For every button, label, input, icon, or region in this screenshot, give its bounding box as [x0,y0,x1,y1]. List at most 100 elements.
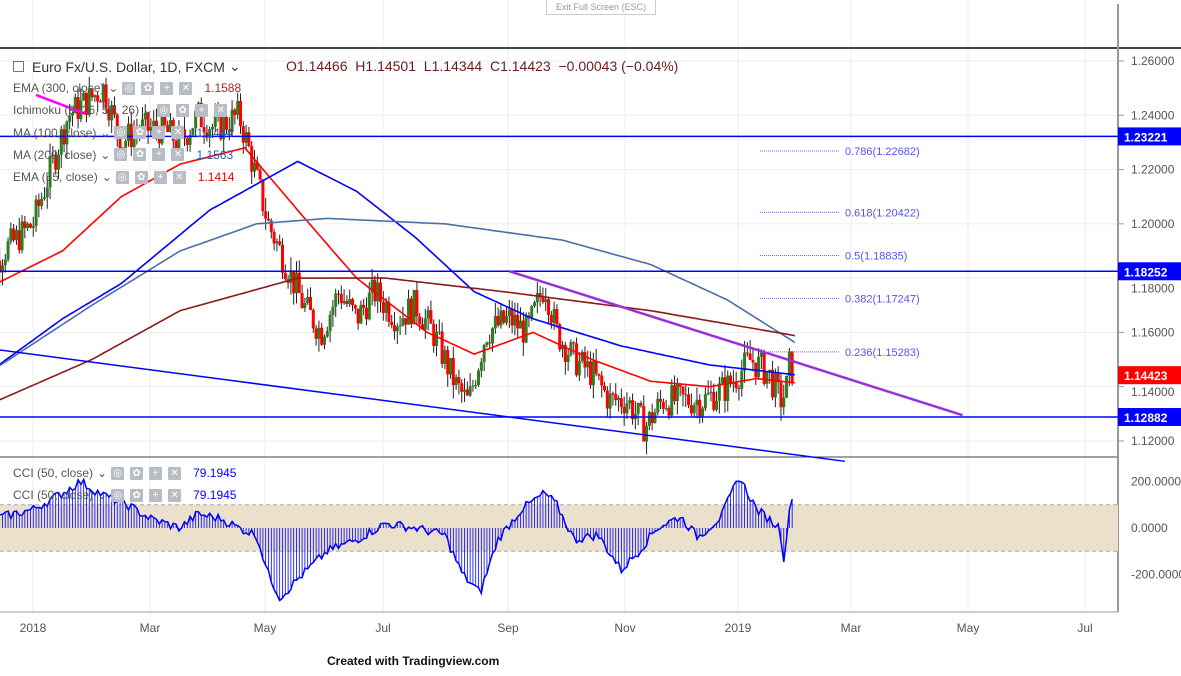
eye-icon[interactable]: ◎ [114,148,128,162]
close-icon[interactable]: ✕ [171,148,185,162]
time-tick-label: 2018 [20,621,47,635]
candle-body [331,306,335,315]
eye-icon[interactable]: ◎ [114,126,128,140]
close-icon[interactable]: ✕ [214,103,228,117]
time-tick-label: 2019 [725,621,752,635]
candle-body [12,228,16,241]
price-tick-label: 1.26000 [1131,54,1175,68]
candle-body [325,331,329,337]
plus-icon[interactable]: + [153,170,167,184]
candle-body [26,223,30,228]
close-icon[interactable]: ✕ [168,466,182,480]
gear-icon[interactable]: ✿ [134,170,148,184]
chevron-down-icon[interactable]: ⌄ [228,58,241,74]
gear-icon[interactable]: ✿ [130,488,144,502]
candle-body [152,120,156,128]
candle-body [776,373,780,383]
indicator-value: 79.1945 [193,466,237,480]
candle-body [390,321,394,326]
candle-body [191,128,195,136]
candle-body [205,132,209,138]
candle-body [505,316,509,323]
candle-body [163,112,167,125]
eye-icon[interactable]: ◎ [157,103,171,117]
eye-icon[interactable]: ◎ [122,81,136,95]
indicator-label: Ichimoku (9, 26, 52, 26) [13,103,140,118]
candle-body [376,282,380,302]
chevron-down-icon[interactable]: ⌄ [143,103,154,118]
chevron-down-icon[interactable]: ⌄ [108,81,119,95]
gear-icon[interactable]: ✿ [133,126,147,140]
gear-icon[interactable]: ✿ [176,103,190,117]
candle-body [435,331,439,346]
candle-body [258,169,262,180]
candle-body [194,110,198,129]
symbol-legend[interactable]: Euro Fx/U.S. Dollar, 1D, FXCM ⌄ [13,58,241,75]
candle-body [488,342,492,344]
candle-body [703,394,707,409]
candle-body [603,385,607,391]
candle-body [577,360,581,376]
indicator-legend[interactable]: MA (200, close) ⌄ ◎ ✿ + ✕ 1.1563 [13,148,233,162]
close-icon[interactable]: ✕ [172,170,186,184]
candle-body [622,407,626,414]
time-tick-label: Mar [140,621,161,635]
candle-body [636,403,640,414]
plus-icon[interactable]: + [195,103,209,117]
indicator-legend[interactable]: MA (100, close) ⌄ ◎ ✿ + ✕ 1.1444 [13,126,233,140]
candle-body [446,350,450,375]
candle-body [381,301,385,313]
chevron-down-icon[interactable]: ⌄ [101,170,112,185]
indicator-legend[interactable]: EMA (300, close) ⌄ ◎ ✿ + ✕ 1.1588 [13,81,241,95]
chevron-down-icon[interactable]: ⌄ [100,125,111,140]
candle-body [594,361,598,374]
plus-icon[interactable]: + [149,466,163,480]
open-value: O1.14466 [286,58,348,74]
eye-icon[interactable]: ◎ [111,466,125,480]
exit-fullscreen-button[interactable]: Exit Full Screen (ESC) [546,0,656,15]
candle-body [757,356,761,378]
plus-icon[interactable]: + [160,81,174,95]
candle-body [712,391,716,410]
gear-icon[interactable]: ✿ [130,466,144,480]
candle-body [729,375,733,385]
plus-icon[interactable]: + [149,488,163,502]
candle-body [393,325,397,332]
candle-body [244,132,248,143]
chevron-down-icon[interactable]: ⌄ [97,466,108,480]
candle-body [300,292,304,308]
candle-body [84,92,88,115]
indicator-legend[interactable]: Ichimoku (9, 26, 52, 26) ⌄ ◎ ✿ + ✕ [13,103,239,117]
candle-body [580,351,584,361]
close-icon[interactable]: ✕ [168,488,182,502]
candle-body [779,382,783,408]
close-icon[interactable]: ✕ [171,126,185,140]
candle-body [547,299,551,316]
plus-icon[interactable]: + [152,126,166,140]
candle-body [614,394,618,401]
chevron-down-icon[interactable]: ⌄ [97,488,108,502]
candle-body [667,408,671,416]
candle-body [597,373,601,376]
candle-body [202,127,206,133]
collapse-icon[interactable] [13,61,24,72]
eye-icon[interactable]: ◎ [115,170,129,184]
candle-body [6,241,10,260]
chevron-down-icon[interactable]: ⌄ [100,147,111,162]
cci-legend[interactable]: CCI (50, close) ⌄ ◎ ✿ + ✕ 79.1945 [13,466,236,480]
plus-icon[interactable]: + [152,148,166,162]
candle-body [76,97,80,120]
candle-body [538,293,542,298]
gear-icon[interactable]: ✿ [141,81,155,95]
close-icon[interactable]: ✕ [179,81,193,95]
change-value: −0.00043 (−0.04%) [558,58,679,74]
gear-icon[interactable]: ✿ [133,148,147,162]
candle-body [351,299,355,306]
eye-icon[interactable]: ◎ [111,488,125,502]
candle-body [370,279,374,293]
candle-body [535,293,539,303]
cci-legend[interactable]: CCI (50, close) ⌄ ◎ ✿ + ✕ 79.1945 [13,488,236,502]
indicator-legend[interactable]: EMA (55, close) ⌄ ◎ ✿ + ✕ 1.1414 [13,170,234,184]
candle-body [185,138,189,145]
